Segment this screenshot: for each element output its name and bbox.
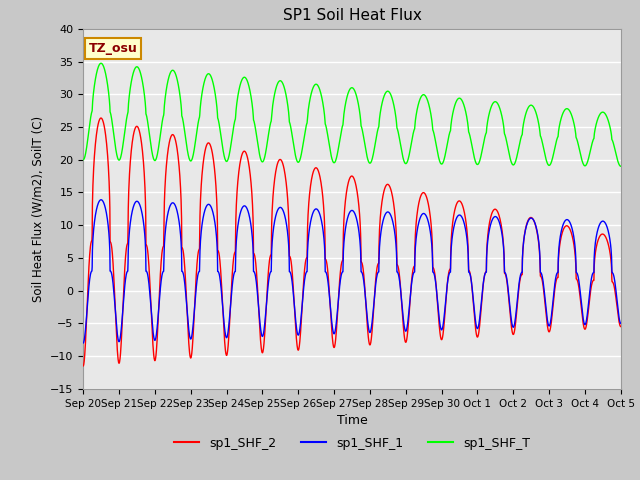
X-axis label: Time: Time (337, 414, 367, 427)
Legend: sp1_SHF_2, sp1_SHF_1, sp1_SHF_T: sp1_SHF_2, sp1_SHF_1, sp1_SHF_T (169, 432, 535, 455)
Title: SP1 Soil Heat Flux: SP1 Soil Heat Flux (283, 9, 421, 24)
Y-axis label: Soil Heat Flux (W/m2), SoilT (C): Soil Heat Flux (W/m2), SoilT (C) (31, 116, 45, 302)
Text: TZ_osu: TZ_osu (88, 42, 138, 55)
